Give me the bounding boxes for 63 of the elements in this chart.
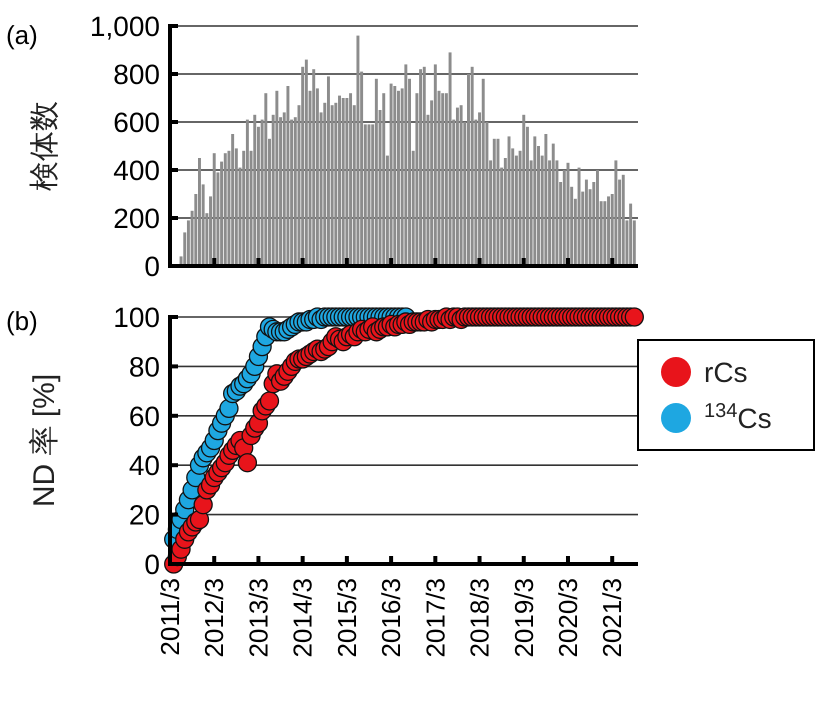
- bar: [393, 86, 396, 266]
- bar: [356, 36, 360, 266]
- x-tick-label: 2019/3: [508, 578, 539, 658]
- bar: [614, 160, 618, 266]
- bar: [448, 52, 452, 266]
- y-tick-label: 20: [128, 500, 160, 531]
- y-tick-label: 200: [113, 203, 160, 234]
- y-tick-label: 60: [128, 400, 160, 432]
- bar: [533, 136, 536, 266]
- bar: [404, 64, 408, 266]
- y-tick-label: 400: [113, 155, 160, 186]
- y-tick-label: 0: [144, 251, 160, 282]
- x-tick-label: 2013/3: [243, 578, 274, 658]
- bar: [312, 69, 316, 266]
- y-tick-label: 1,000: [90, 11, 160, 42]
- bar: [419, 69, 422, 266]
- y-tick-label: 40: [128, 450, 160, 482]
- bar: [508, 136, 510, 266]
- bar: [349, 93, 352, 266]
- x-tick-label: 2021/3: [597, 578, 628, 658]
- bar: [470, 66, 474, 266]
- y-tick-label: 80: [128, 351, 160, 382]
- legend-label: rCs: [704, 357, 748, 388]
- bar: [338, 96, 341, 266]
- y-axis-title: ND 率 [%]: [28, 374, 61, 508]
- x-tick-label: 2012/3: [199, 578, 230, 658]
- x-tick-label: 2018/3: [464, 578, 495, 658]
- bar: [326, 76, 330, 266]
- x-tick-label: 2020/3: [552, 578, 583, 658]
- y-tick-label: 800: [113, 59, 160, 90]
- bar: [584, 180, 588, 266]
- x-tick-label: 2014/3: [288, 578, 318, 658]
- bar: [596, 170, 599, 266]
- x-tick-label: 2017/3: [420, 578, 450, 658]
- bar: [496, 138, 500, 266]
- bar: [198, 158, 201, 266]
- bar: [286, 86, 290, 266]
- y-tick-label: 100: [113, 302, 160, 333]
- bar: [304, 60, 308, 266]
- bar: [246, 120, 249, 266]
- text: (a): [6, 20, 38, 50]
- bar: [231, 134, 234, 266]
- y-axis-title: 検体数: [28, 101, 61, 191]
- bar: [460, 105, 463, 266]
- bar: [441, 93, 444, 266]
- text: (b): [6, 306, 38, 336]
- bar: [275, 90, 278, 266]
- bar: [607, 196, 610, 266]
- bar: [374, 78, 378, 266]
- bar: [368, 124, 370, 266]
- y-tick-label: 0: [144, 549, 160, 580]
- bar: [629, 204, 632, 266]
- legend-label: $^{134}$Cs: [704, 400, 772, 434]
- bar: [456, 108, 459, 266]
- x-tick-label: 2011/3: [155, 578, 185, 656]
- bar: [578, 168, 581, 266]
- bar: [492, 138, 496, 266]
- x-tick-label: 2015/3: [332, 578, 362, 658]
- x-tick-label: 2016/3: [376, 578, 406, 658]
- bar: [264, 93, 268, 266]
- bar: [342, 98, 345, 266]
- bar: [544, 134, 548, 266]
- y-tick-label: 600: [113, 107, 160, 138]
